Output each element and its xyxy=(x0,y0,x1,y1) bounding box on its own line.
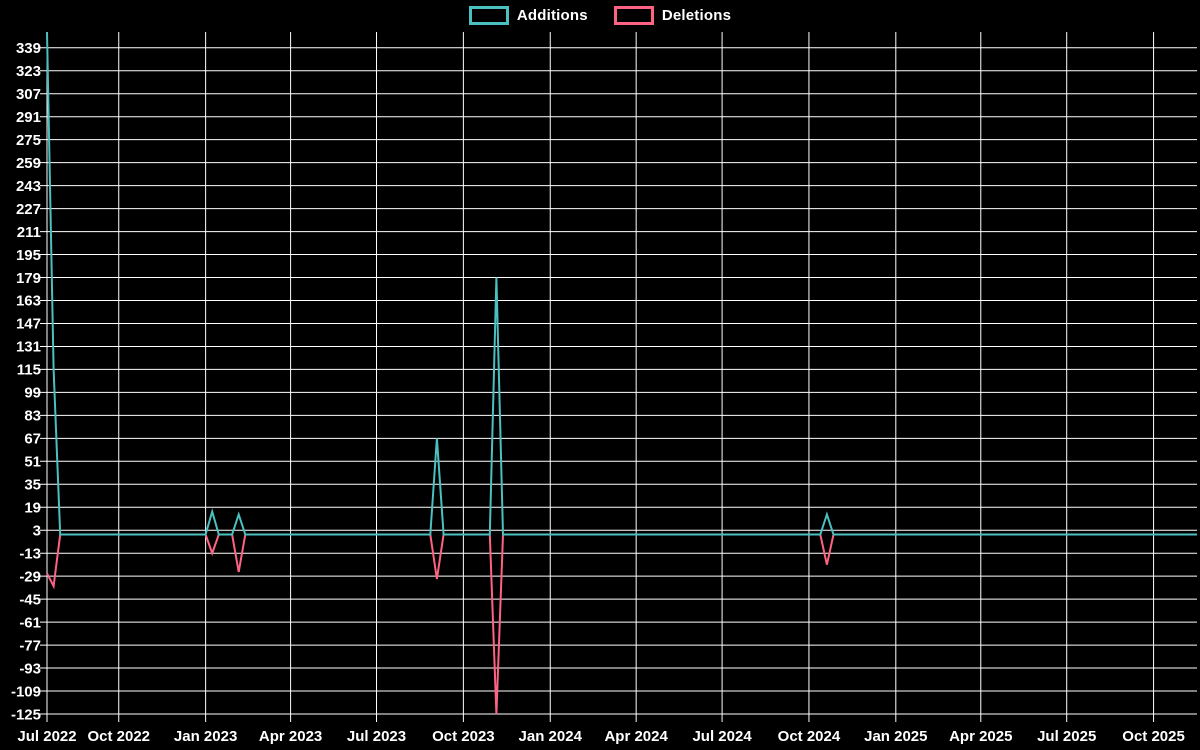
x-tick-label: Jul 2022 xyxy=(17,728,76,745)
x-tick-label: Jan 2025 xyxy=(864,728,927,745)
y-tick-label: -45 xyxy=(19,591,41,608)
y-tick-label: 179 xyxy=(16,270,41,287)
y-tick-label: 67 xyxy=(24,431,41,448)
y-tick-label: 195 xyxy=(16,247,41,264)
deletions-swatch-icon xyxy=(613,6,654,25)
y-tick-label: 51 xyxy=(24,454,41,471)
x-tick-label: Oct 2024 xyxy=(778,728,841,745)
x-tick-label: Jan 2023 xyxy=(174,728,237,745)
y-tick-label: 339 xyxy=(16,40,41,57)
x-tick-label: Jul 2023 xyxy=(347,728,406,745)
y-tick-label: -93 xyxy=(19,660,41,677)
y-tick-label: 83 xyxy=(24,408,41,425)
y-tick-label: -109 xyxy=(11,683,41,700)
y-tick-label: -13 xyxy=(19,545,41,562)
x-tick-label: Jul 2024 xyxy=(692,728,752,745)
y-tick-label: 227 xyxy=(16,201,41,218)
additions-line xyxy=(46,31,1197,536)
y-tick-label: 35 xyxy=(24,477,41,494)
y-tick-label: 307 xyxy=(16,86,41,103)
y-tick-label: 323 xyxy=(16,63,41,80)
y-tick-label: 147 xyxy=(16,316,41,333)
y-tick-label: 99 xyxy=(24,385,41,402)
y-tick-label: 259 xyxy=(16,155,41,172)
deletions-line xyxy=(46,533,1197,715)
y-tick-label: -77 xyxy=(19,637,41,654)
x-tick-label: Jan 2024 xyxy=(519,728,583,745)
y-tick-label: 115 xyxy=(17,362,41,379)
y-tick-label: 275 xyxy=(16,132,41,149)
x-tick-label: Apr 2024 xyxy=(604,728,668,745)
y-tick-label: 163 xyxy=(16,293,41,310)
x-tick-label: Oct 2022 xyxy=(87,728,150,745)
chart-legend: Additions Deletions xyxy=(0,6,1200,25)
legend-label: Additions xyxy=(516,7,588,24)
y-tick-label: 3 xyxy=(33,522,41,539)
x-tick-label: Oct 2025 xyxy=(1122,728,1185,745)
x-tick-label: Apr 2023 xyxy=(259,728,322,745)
y-tick-label: -29 xyxy=(19,568,41,585)
y-tick-label: 131 xyxy=(16,339,41,356)
legend-item-additions[interactable]: Additions xyxy=(468,6,588,25)
legend-item-deletions[interactable]: Deletions xyxy=(613,6,732,25)
y-tick-label: 291 xyxy=(16,109,41,126)
x-tick-label: Oct 2023 xyxy=(432,728,495,745)
y-tick-label: -125 xyxy=(11,706,41,723)
y-tick-label: 19 xyxy=(24,499,41,516)
y-tick-label: 211 xyxy=(17,224,41,241)
legend-label: Deletions xyxy=(661,7,732,24)
additions-swatch-icon xyxy=(468,6,509,25)
x-tick-label: Apr 2025 xyxy=(949,728,1012,745)
y-tick-label: -61 xyxy=(19,614,41,631)
y-tick-label: 243 xyxy=(16,178,41,195)
x-tick-label: Jul 2025 xyxy=(1037,728,1096,745)
